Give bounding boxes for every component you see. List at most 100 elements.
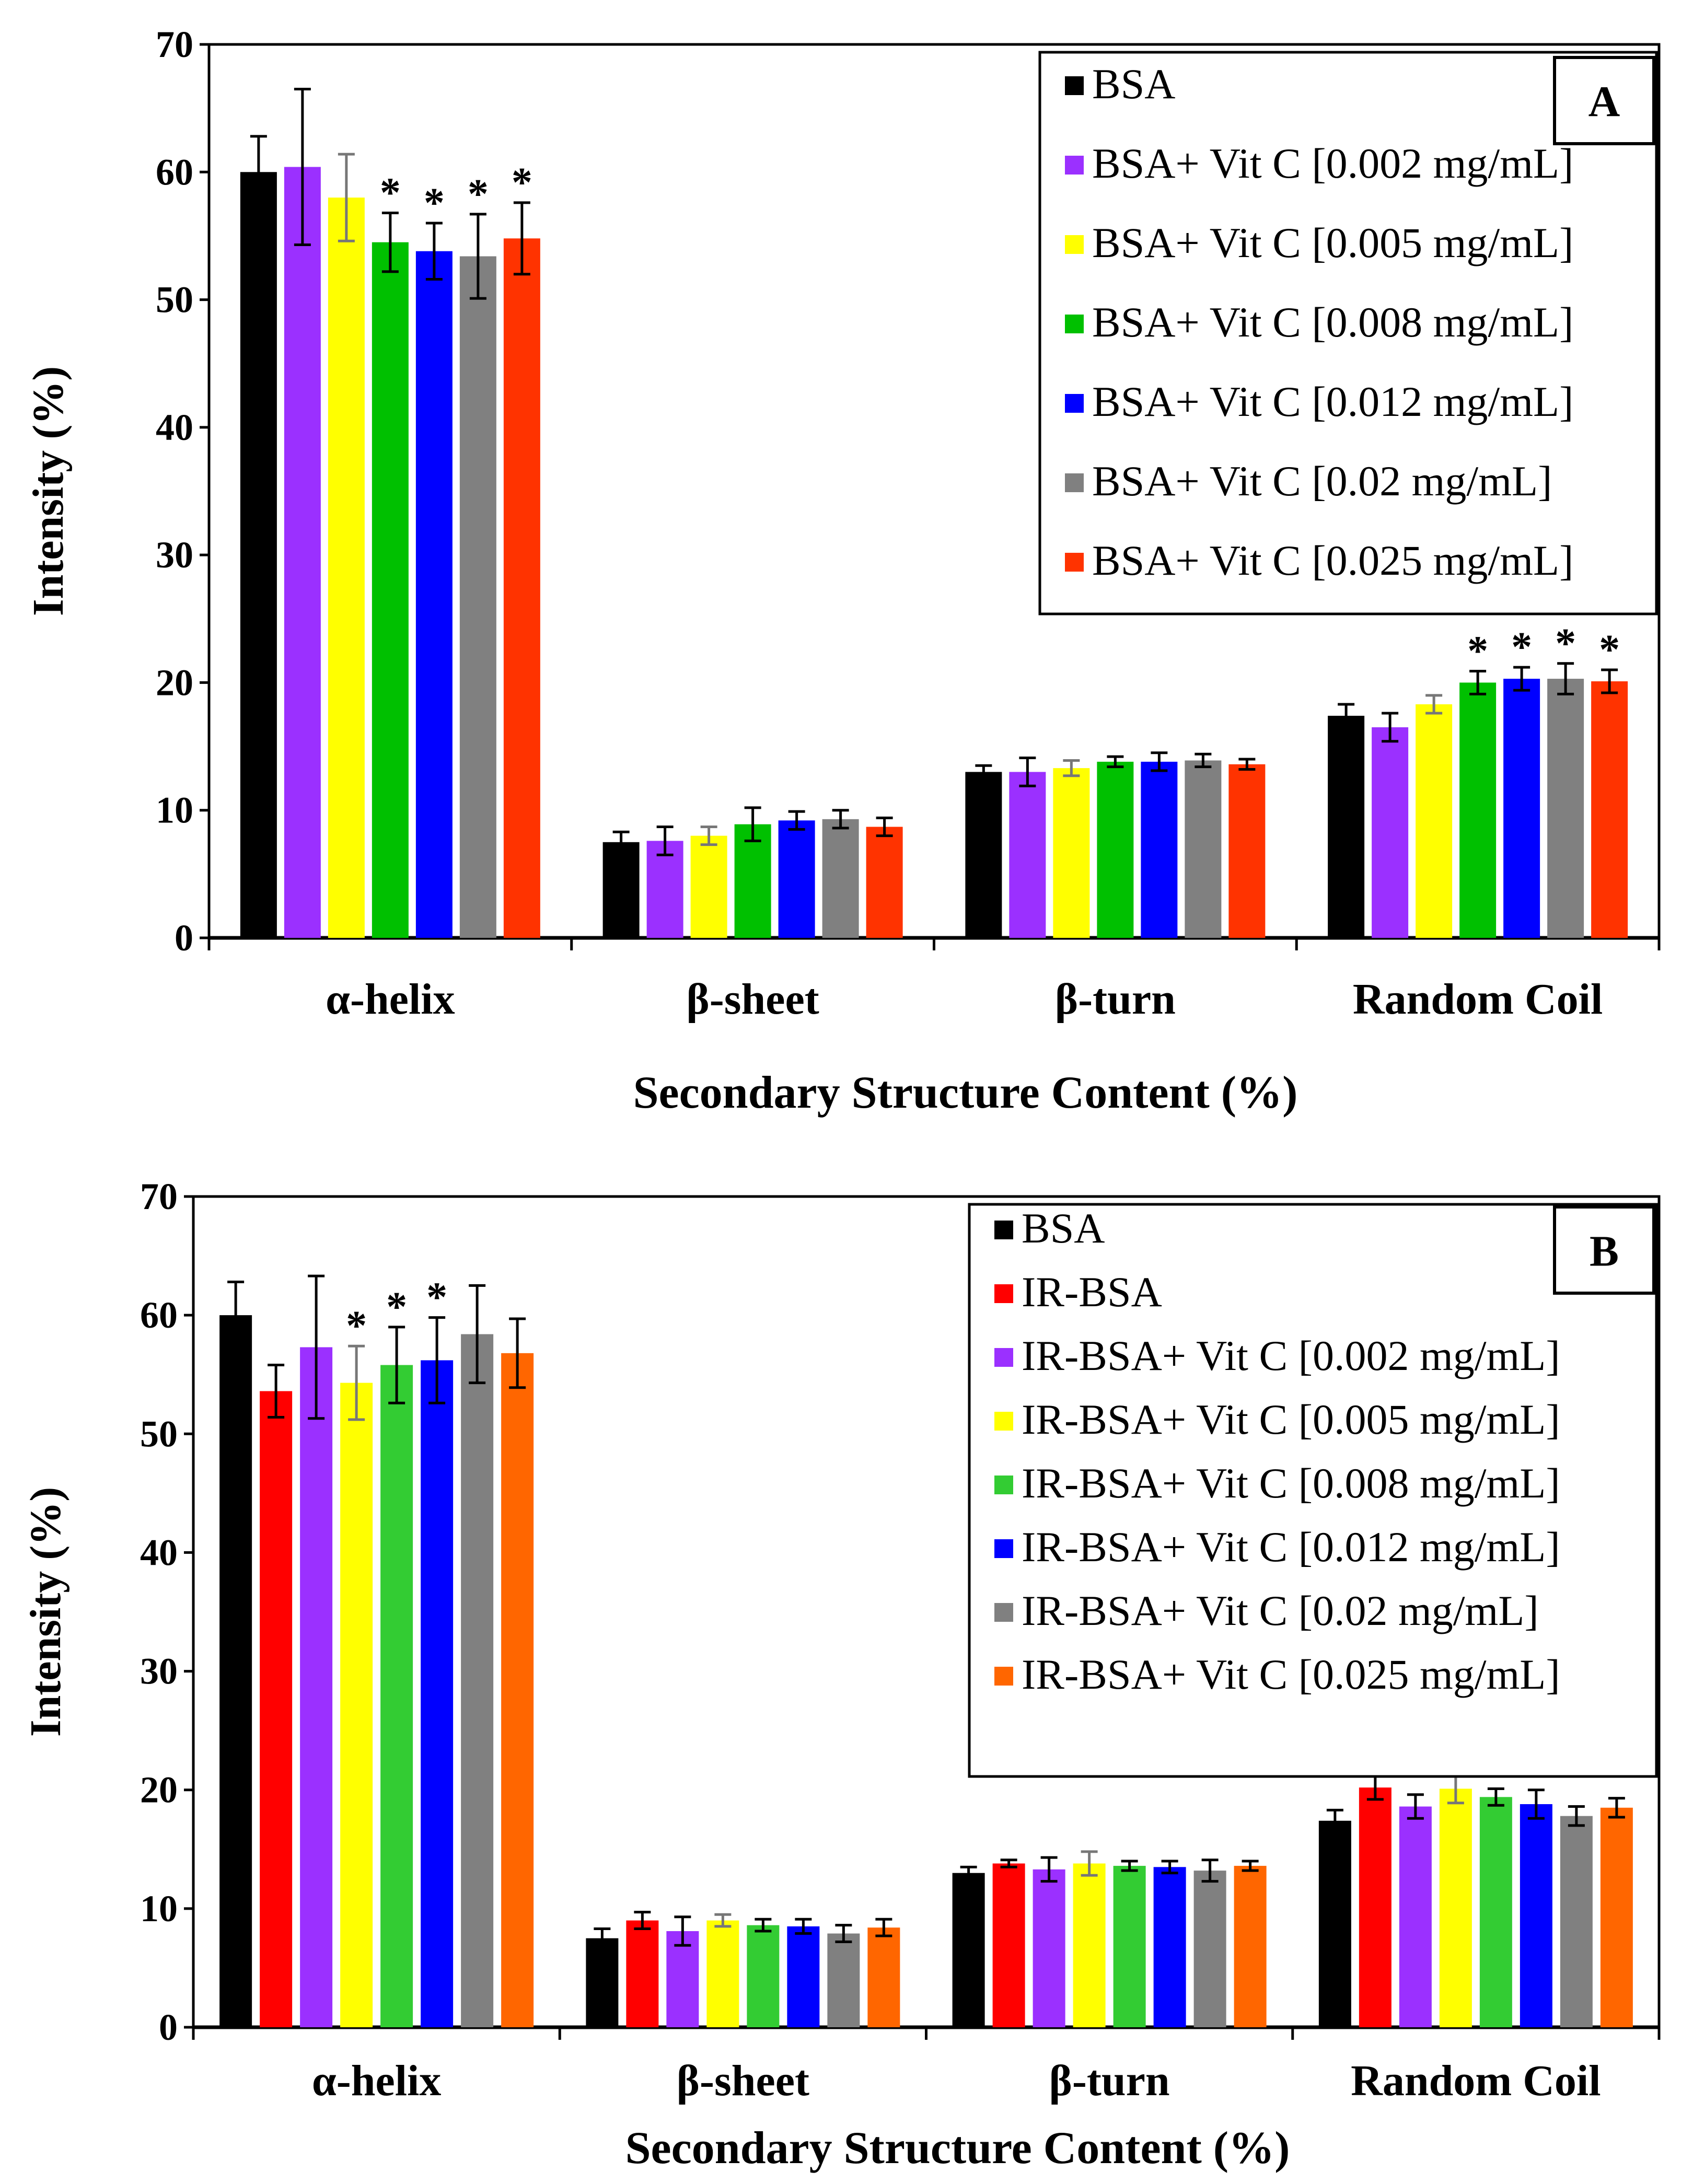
chart-panel-b: 0 10 20 30 40 50 60 70 α-helix β-sheet β-turn Rando… bbox=[21, 1176, 1661, 2174]
legend-swatch-a-6 bbox=[1065, 553, 1084, 572]
bar-a-3-0 bbox=[1328, 715, 1365, 938]
chart-panel-a: 0 10 20 30 40 50 60 70 α-helix β-sheet β-turn Rando… bbox=[24, 24, 1661, 1118]
legend-label-a-4: BSA+ Vit C [0.012 mg/mL] bbox=[1092, 378, 1573, 425]
legend-swatch-b-1 bbox=[994, 1284, 1013, 1303]
legend-swatch-b-5 bbox=[994, 1539, 1013, 1558]
legend-label-b-0: BSA bbox=[1022, 1204, 1105, 1252]
category-label-a-2: β-turn bbox=[1055, 975, 1176, 1024]
bar-a-0-0 bbox=[240, 172, 277, 938]
bar-b-0-5 bbox=[421, 1360, 454, 2027]
bar-b-0-2 bbox=[300, 1347, 333, 2027]
bar-b-0-4 bbox=[380, 1365, 413, 2027]
x-axis-label-a: Secondary Structure Content (%) bbox=[633, 1067, 1298, 1118]
bar-a-1-1 bbox=[646, 841, 683, 938]
category-label-a-0: α-helix bbox=[326, 975, 455, 1024]
bar-b-1-1 bbox=[626, 1920, 659, 2027]
bar-b-2-6 bbox=[1193, 1871, 1226, 2027]
y-tick-label-b-5: 50 bbox=[140, 1413, 178, 1455]
legend-label-b-7: IR-BSA+ Vit C [0.025 mg/mL] bbox=[1022, 1651, 1560, 1698]
significance-marker-b-0-4: * bbox=[386, 1284, 407, 1330]
bar-b-2-5 bbox=[1153, 1867, 1186, 2027]
bar-b-3-4 bbox=[1479, 1797, 1512, 2027]
legend-swatch-a-1 bbox=[1065, 156, 1084, 175]
significance-marker-b-0-3: * bbox=[346, 1303, 367, 1349]
y-tick-label-a-2: 20 bbox=[156, 661, 193, 703]
y-tick-label-b-6: 60 bbox=[140, 1294, 178, 1336]
legend-box-b bbox=[968, 1203, 1658, 1778]
legend-label-b-3: IR-BSA+ Vit C [0.005 mg/mL] bbox=[1022, 1396, 1560, 1443]
bar-a-1-4 bbox=[778, 820, 815, 938]
y-tick-label-a-7: 70 bbox=[156, 24, 193, 65]
bar-a-0-3 bbox=[372, 242, 409, 938]
bar-b-1-2 bbox=[666, 1931, 699, 2027]
bar-b-2-2 bbox=[1033, 1869, 1065, 2027]
y-tick-label-b-2: 20 bbox=[140, 1769, 178, 1811]
bar-b-0-1 bbox=[260, 1391, 293, 2027]
x-axis-label-b: Secondary Structure Content (%) bbox=[625, 2123, 1290, 2174]
bar-a-3-5 bbox=[1547, 679, 1584, 938]
bar-a-2-5 bbox=[1185, 760, 1222, 938]
legend-label-b-5: IR-BSA+ Vit C [0.012 mg/mL] bbox=[1022, 1523, 1560, 1571]
panel-label-box-a bbox=[1553, 56, 1655, 145]
category-label-b-0: α-helix bbox=[312, 2057, 442, 2105]
y-tick-label-a-4: 40 bbox=[156, 406, 193, 448]
significance-marker-a-3-6: * bbox=[1599, 627, 1620, 673]
bar-b-3-5 bbox=[1520, 1804, 1552, 2027]
bar-b-0-6 bbox=[461, 1334, 494, 2027]
bar-a-1-6 bbox=[866, 827, 903, 938]
legend-label-a-6: BSA+ Vit C [0.025 mg/mL] bbox=[1092, 537, 1573, 584]
significance-marker-a-3-3: * bbox=[1467, 628, 1488, 674]
y-tick-label-a-5: 50 bbox=[156, 279, 193, 321]
y-tick-label-a-3: 30 bbox=[156, 534, 193, 576]
significance-marker-a-3-5: * bbox=[1555, 621, 1576, 667]
bar-a-2-4 bbox=[1141, 761, 1178, 938]
bar-a-1-2 bbox=[690, 835, 727, 938]
bar-b-3-1 bbox=[1359, 1787, 1391, 2027]
legend-label-a-5: BSA+ Vit C [0.02 mg/mL] bbox=[1092, 457, 1552, 505]
bar-a-3-3 bbox=[1459, 682, 1497, 938]
bar-b-3-7 bbox=[1600, 1807, 1633, 2027]
bar-a-1-5 bbox=[822, 819, 859, 938]
panel-label-b: B bbox=[1590, 1227, 1619, 1276]
legend-swatch-b-6 bbox=[994, 1603, 1013, 1622]
bar-a-2-1 bbox=[1009, 772, 1046, 938]
legend-swatch-b-0 bbox=[994, 1221, 1013, 1239]
bar-b-0-7 bbox=[501, 1353, 534, 2027]
y-axis-label-a: Intensity (%) bbox=[24, 366, 73, 616]
bar-b-1-3 bbox=[706, 1920, 739, 2027]
bar-a-2-3 bbox=[1097, 761, 1134, 938]
bar-a-0-4 bbox=[415, 251, 453, 938]
significance-marker-a-3-4: * bbox=[1511, 624, 1532, 670]
panel-label-box-b bbox=[1553, 1205, 1655, 1295]
legend-label-b-6: IR-BSA+ Vit C [0.02 mg/mL] bbox=[1022, 1587, 1539, 1634]
category-label-a-3: Random Coil bbox=[1353, 975, 1603, 1024]
bar-b-3-0 bbox=[1318, 1820, 1351, 2027]
legend-label-a-1: BSA+ Vit C [0.002 mg/mL] bbox=[1092, 140, 1573, 187]
bar-a-3-4 bbox=[1503, 679, 1540, 938]
legend-swatch-a-5 bbox=[1065, 473, 1084, 492]
panel-label-a: A bbox=[1588, 78, 1620, 126]
y-tick-label-b-0: 0 bbox=[159, 2006, 178, 2048]
legend-label-a-2: BSA+ Vit C [0.005 mg/mL] bbox=[1092, 219, 1573, 266]
y-tick-label-b-4: 40 bbox=[140, 1531, 178, 1573]
bar-b-3-3 bbox=[1439, 1788, 1472, 2027]
bar-a-0-5 bbox=[459, 256, 496, 938]
bar-b-2-3 bbox=[1073, 1863, 1106, 2027]
category-label-a-1: β-sheet bbox=[687, 975, 819, 1024]
legend-box-a bbox=[1038, 51, 1658, 615]
y-axis-label-b: Intensity (%) bbox=[21, 1487, 70, 1737]
significance-marker-a-0-5: * bbox=[468, 171, 489, 217]
bar-b-0-3 bbox=[340, 1383, 373, 2027]
legend-swatch-b-7 bbox=[994, 1667, 1013, 1686]
bar-b-3-2 bbox=[1399, 1806, 1432, 2027]
bar-b-1-4 bbox=[747, 1925, 780, 2027]
y-tick-label-b-7: 70 bbox=[140, 1176, 178, 1217]
bar-a-2-0 bbox=[965, 772, 1002, 938]
bar-a-2-6 bbox=[1228, 764, 1266, 938]
bar-b-1-0 bbox=[586, 1938, 619, 2027]
bar-a-0-2 bbox=[328, 198, 365, 938]
legend-swatch-a-3 bbox=[1065, 315, 1084, 333]
category-label-b-3: Random Coil bbox=[1351, 2057, 1601, 2105]
legend-label-b-2: IR-BSA+ Vit C [0.002 mg/mL] bbox=[1022, 1332, 1560, 1379]
